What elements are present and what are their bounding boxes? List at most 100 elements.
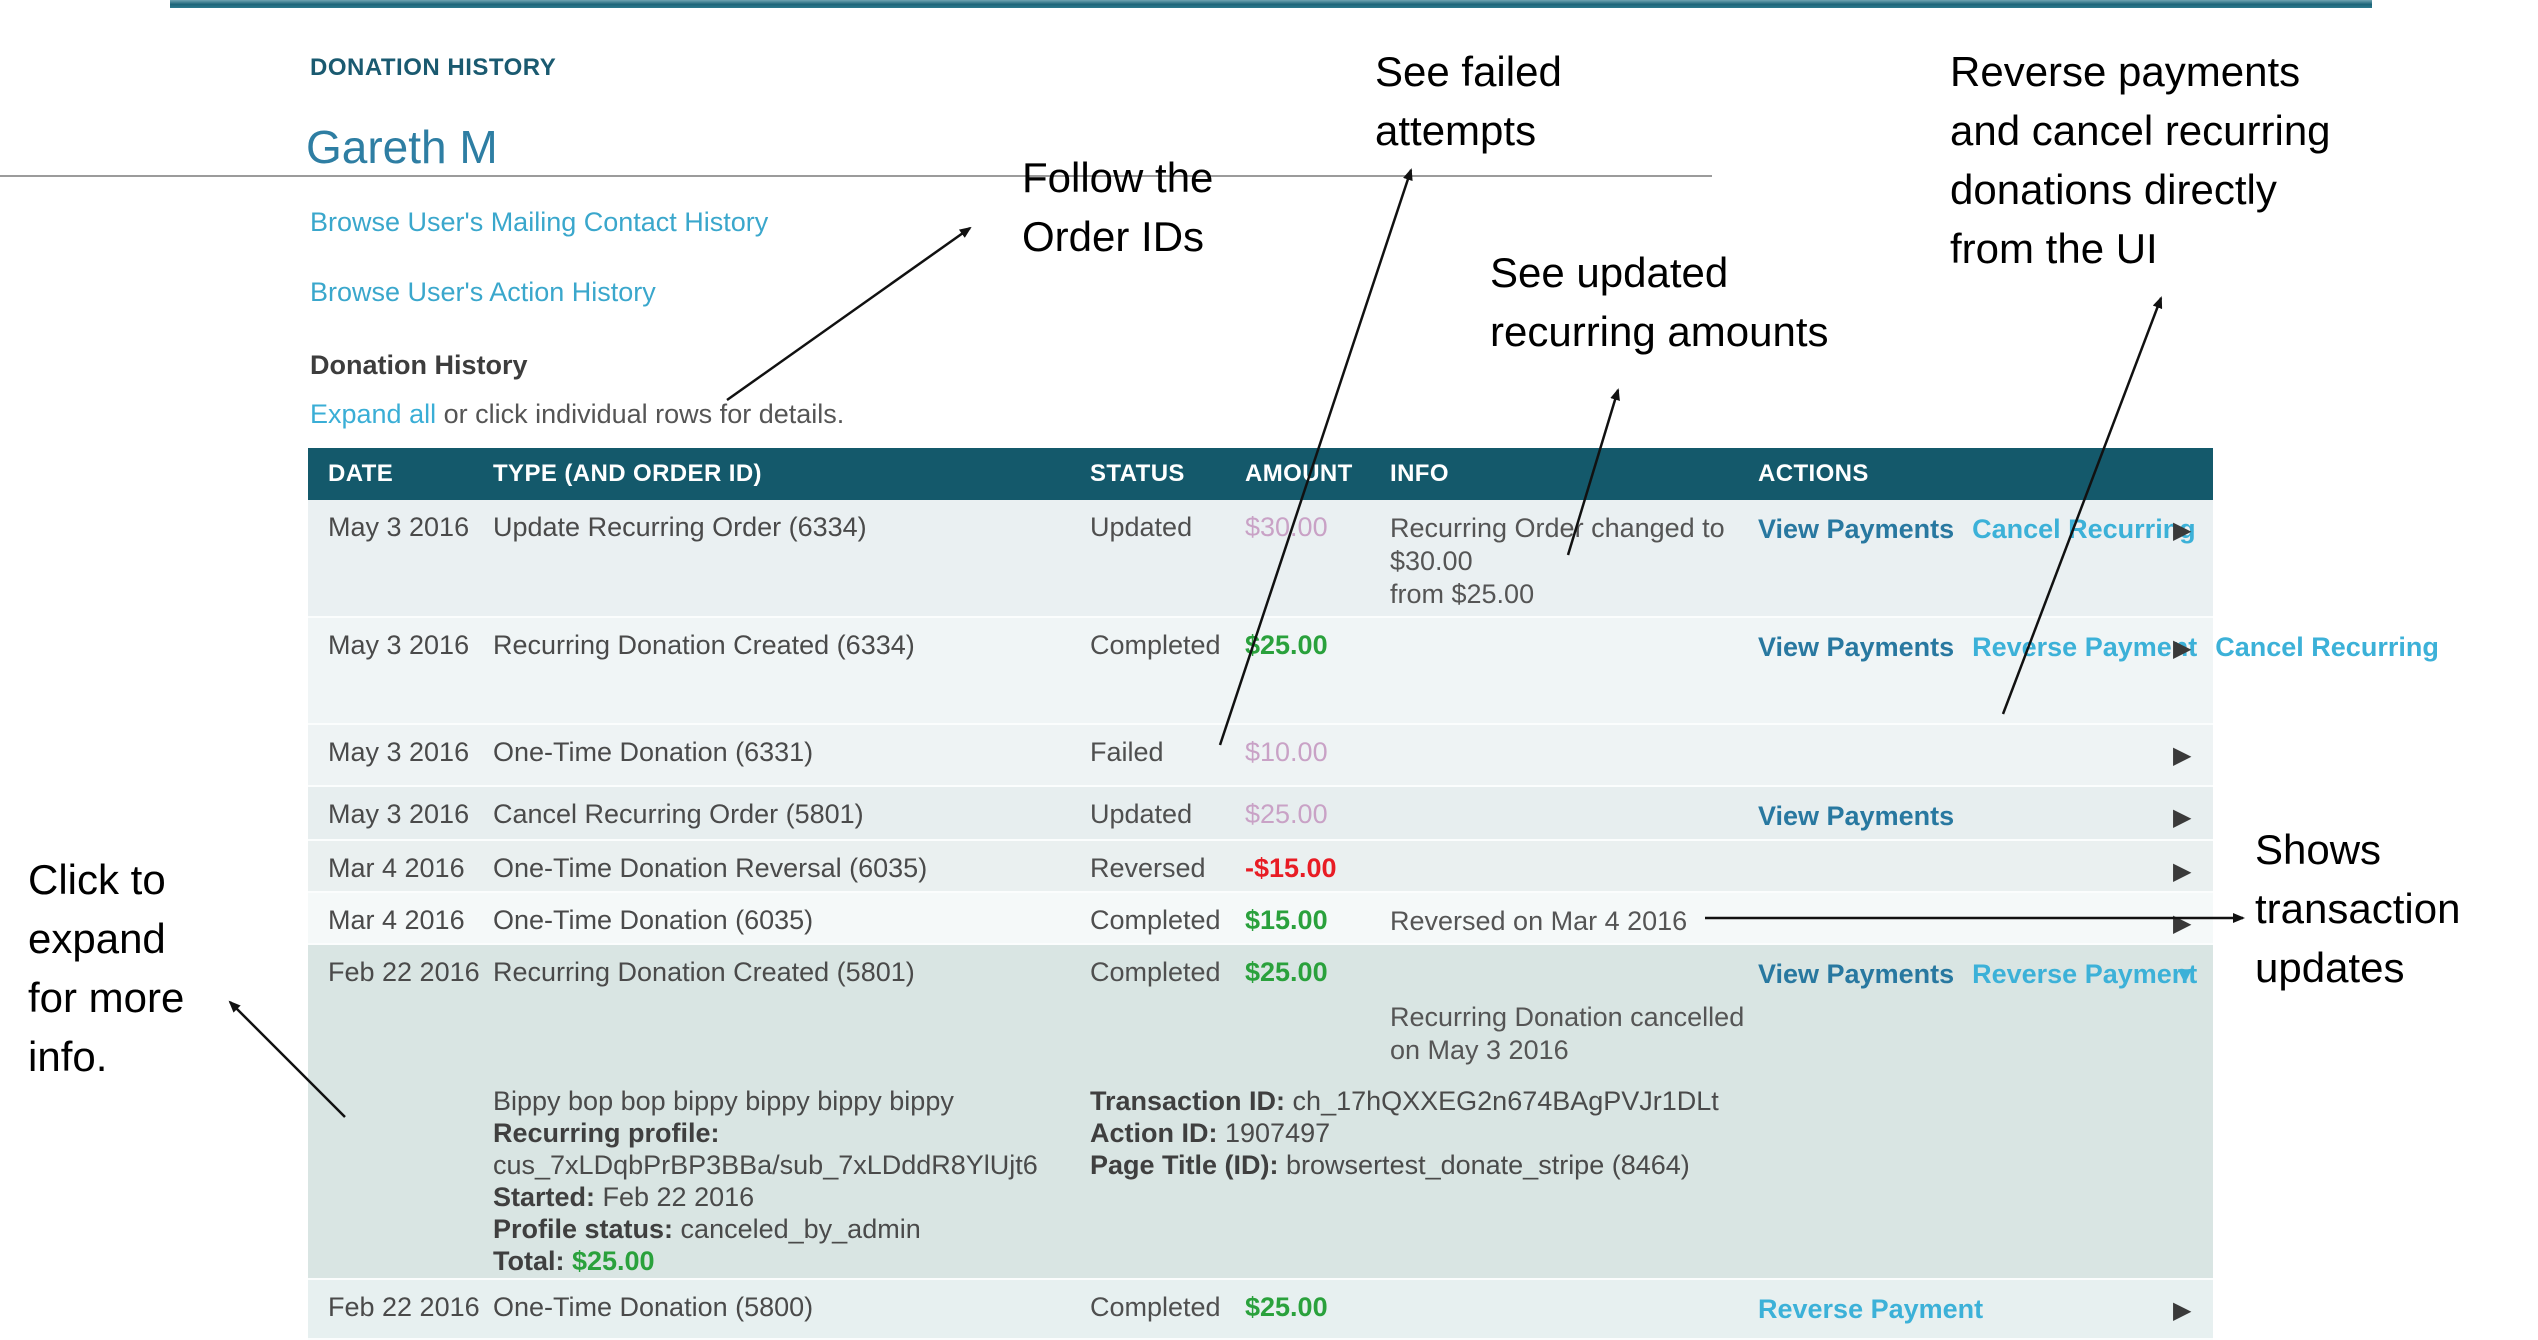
status-cell: Completed xyxy=(1090,905,1221,935)
expand-row-icon[interactable]: ▶ xyxy=(2173,858,2192,885)
date-cell: Mar 4 2016 xyxy=(328,905,465,935)
actions-cell: View Payments Reverse Payment xyxy=(1758,945,2197,1278)
column-header-actions: ACTIONS xyxy=(1758,460,1869,487)
status-cell: Updated xyxy=(1090,512,1193,542)
info-cell xyxy=(1390,618,1758,723)
detail-line: Page Title (ID): browsertest_donate_stri… xyxy=(1090,1149,1990,1181)
view-payments-link[interactable]: View Payments xyxy=(1758,514,1955,544)
info-line: Recurring Donation cancelled xyxy=(1390,1002,1745,1032)
status-cell: Completed xyxy=(1090,630,1221,660)
amount-cell: $25.00 xyxy=(1245,799,1328,829)
info-line: $30.00 xyxy=(1390,546,1473,576)
detail-line: Total: $25.00 xyxy=(493,1245,1090,1277)
table-row-7[interactable]: Feb 22 2016 Recurring Donation Created (5… xyxy=(308,945,2213,1280)
date-cell: May 3 2016 xyxy=(328,630,470,660)
info-line: on May 3 2016 xyxy=(1390,1035,1569,1065)
table-row-8[interactable]: Feb 22 2016 One-Time Donation (5800) Compl… xyxy=(308,1280,2213,1340)
column-header-date: DATE xyxy=(328,460,394,487)
view-payments-link[interactable]: View Payments xyxy=(1758,632,1955,662)
amount-cell: $30.00 xyxy=(1245,512,1328,542)
column-header-status: STATUS xyxy=(1090,460,1185,487)
type-and-order-id-cell: Cancel Recurring Order (5801) xyxy=(493,799,864,829)
table-row-1[interactable]: May 3 2016 Update Recurring Order (6334) U… xyxy=(308,500,2213,618)
date-cell: May 3 2016 xyxy=(328,799,470,829)
actions-cell xyxy=(1758,893,2173,943)
table-row-5[interactable]: Mar 4 2016 One-Time Donation Reversal (60… xyxy=(308,841,2213,893)
table-row-2[interactable]: May 3 2016 Recurring Donation Created (63… xyxy=(308,618,2439,725)
detail-value: Bippy bop bop bippy bippy bippy bippy xyxy=(493,1086,954,1116)
browse-mailing-history-link[interactable]: Browse User's Mailing Contact History xyxy=(310,207,769,237)
status-cell: Failed xyxy=(1090,737,1164,767)
detail-line: Action ID: 1907497 xyxy=(1090,1117,1990,1149)
detail-label: Page Title (ID): xyxy=(1090,1150,1279,1180)
detail-label: Recurring profile: xyxy=(493,1118,720,1148)
amount-cell: $25.00 xyxy=(1245,1292,1328,1322)
detail-label: Profile status: xyxy=(493,1214,674,1244)
column-header-type-and-order-id: TYPE (AND ORDER ID) xyxy=(493,460,762,487)
table-header-row: DATE TYPE (AND ORDER ID) STATUS AMOUNT INFO A… xyxy=(308,448,2213,500)
detail-label: Action ID: xyxy=(1090,1118,1218,1148)
detail-line: Recurring profile: xyxy=(493,1117,1090,1149)
info-cell: Recurring Donation cancelled on May 3 201… xyxy=(1390,945,1758,1278)
expand-row-icon[interactable]: ▶ xyxy=(2173,742,2192,769)
user-name-heading: Gareth M xyxy=(306,121,498,173)
annotation-arrow-1 xyxy=(726,226,972,402)
detail-value: canceled_by_admin xyxy=(673,1214,921,1244)
annotation-reverse-payments-note: Reverse payments and cancel recurring do… xyxy=(1950,48,2331,272)
browse-action-history-link[interactable]: Browse User's Action History xyxy=(310,277,656,307)
info-cell: Recurring Order changed to $30.00 from $25… xyxy=(1390,500,1758,616)
table-row-3[interactable]: May 3 2016 One-Time Donation (6331) Failed… xyxy=(308,725,2213,787)
actions-cell xyxy=(1758,841,2173,891)
type-and-order-id-cell: One-Time Donation Reversal (6035) xyxy=(493,853,928,883)
collapse-row-icon[interactable]: ▼ xyxy=(2173,962,2197,989)
detail-line: Transaction ID: ch_17hQXXEG2n674BAgPVJr1… xyxy=(1090,1085,1990,1117)
table-row-4[interactable]: May 3 2016 Cancel Recurring Order (5801) U… xyxy=(308,787,2213,841)
column-header-amount: AMOUNT xyxy=(1245,460,1353,487)
expand-row-icon[interactable]: ▶ xyxy=(2173,635,2192,662)
date-cell: Feb 22 2016 xyxy=(328,1292,480,1322)
expanded-row-details: Bippy bop bop bippy bippy bippy bippy Rec… xyxy=(493,1085,1990,1277)
detail-value: $25.00 xyxy=(564,1246,655,1276)
actions-cell: Reverse Payment xyxy=(1758,1280,2173,1338)
annotation-shows-transaction-updates: Shows transaction updates xyxy=(2255,826,2461,991)
top-divider-bar xyxy=(170,0,2372,8)
detail-line: cus_7xLDqbPrBP3BBa/sub_7xLDddR8YlUjt6 xyxy=(493,1149,1090,1181)
reverse-payment-link[interactable]: Reverse Payment xyxy=(1972,959,2198,989)
type-and-order-id-cell: Recurring Donation Created (5801) xyxy=(493,957,915,987)
expand-all-link[interactable]: Expand all xyxy=(310,399,437,429)
type-and-order-id-cell: Recurring Donation Created (6334) xyxy=(493,630,915,660)
view-payments-link[interactable]: View Payments xyxy=(1758,959,1955,989)
info-line: Reversed on Mar 4 2016 xyxy=(1390,906,1688,936)
view-payments-link[interactable]: View Payments xyxy=(1758,801,1955,831)
expander-cell: ▶ xyxy=(2173,787,2213,839)
status-cell: Completed xyxy=(1090,957,1221,987)
expander-cell: ▶ xyxy=(2173,1280,2213,1338)
expand-row-icon[interactable]: ▶ xyxy=(2173,804,2192,831)
date-cell: Mar 4 2016 xyxy=(328,853,465,883)
expand-row-icon[interactable]: ▶ xyxy=(2173,1297,2192,1324)
expander-cell: ▶ xyxy=(2173,725,2213,785)
cancel-recurring-link[interactable]: Cancel Recurring xyxy=(1972,514,2196,544)
status-cell: Completed xyxy=(1090,1292,1221,1322)
annotation-see-updated-recurring: See updated recurring amounts xyxy=(1490,249,1829,355)
cancel-recurring-link[interactable]: Cancel Recurring xyxy=(2215,632,2439,662)
actions-cell: View Payments Cancel Recurring xyxy=(1758,500,2196,616)
amount-cell: $25.00 xyxy=(1245,630,1328,660)
expand-hint-text: or click individual rows for details. xyxy=(436,399,845,429)
expand-row-icon[interactable]: ▶ xyxy=(2173,517,2192,544)
expand-row-icon[interactable]: ▶ xyxy=(2173,910,2192,937)
table-row-6[interactable]: Mar 4 2016 One-Time Donation (6035) Comple… xyxy=(308,893,2213,945)
info-cell: Reversed on Mar 4 2016 xyxy=(1390,893,1758,943)
info-line: from $25.00 xyxy=(1390,579,1535,609)
detail-value: cus_7xLDqbPrBP3BBa/sub_7xLDddR8YlUjt6 xyxy=(493,1150,1038,1180)
detail-line: Bippy bop bop bippy bippy bippy bippy xyxy=(493,1085,1090,1117)
type-and-order-id-cell: Update Recurring Order (6334) xyxy=(493,512,867,542)
column-header-info: INFO xyxy=(1390,460,1449,487)
detail-label: Transaction ID: xyxy=(1090,1086,1286,1116)
info-cell xyxy=(1390,841,1758,891)
reverse-payment-link[interactable]: Reverse Payment xyxy=(1758,1294,1984,1324)
donation-history-table: DATE TYPE (AND ORDER ID) STATUS AMOUNT INFO A… xyxy=(308,448,2439,1340)
reverse-payment-link[interactable]: Reverse Payment xyxy=(1972,632,2198,662)
page-eyebrow-title: DONATION HISTORY xyxy=(310,54,557,81)
expander-cell: ▶ xyxy=(2173,500,2213,616)
